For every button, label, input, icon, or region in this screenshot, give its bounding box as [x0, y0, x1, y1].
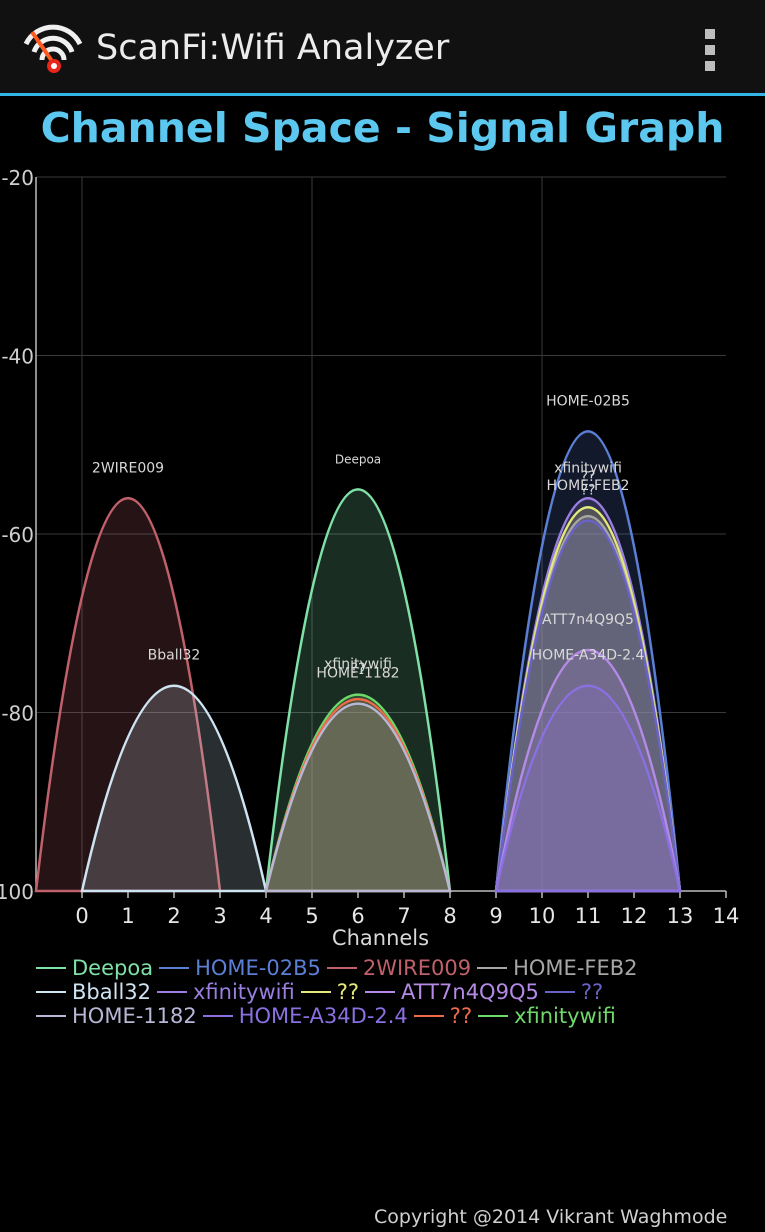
- legend-item: ??: [413, 1004, 473, 1028]
- y-tick-label: -40: [1, 345, 34, 369]
- x-tick-label: 5: [305, 904, 318, 928]
- x-tick-label: 9: [489, 904, 502, 928]
- legend-item: ??: [544, 980, 604, 1004]
- legend-swatch: [159, 967, 190, 969]
- x-tick-label: 10: [529, 904, 556, 928]
- network-label: ??: [351, 661, 366, 677]
- signal-curve: [80, 684, 268, 893]
- signal-curve: [264, 702, 452, 893]
- x-tick-label: 4: [259, 904, 272, 928]
- signal-curve: [494, 684, 682, 893]
- x-tick-label: 0: [75, 904, 88, 928]
- network-label: 2WIRE009: [92, 460, 164, 476]
- legend-label: Bball32: [72, 980, 151, 1004]
- legend-item: xfinitywifi: [478, 1004, 616, 1028]
- y-tick-label: -100: [0, 880, 34, 904]
- legend-swatch: [36, 1015, 66, 1017]
- signal-curve: [494, 649, 682, 893]
- legend-swatch: [157, 991, 187, 993]
- legend-item: ??: [300, 980, 359, 1004]
- legend-item: HOME-02B5: [159, 956, 321, 980]
- y-tick-label: -80: [1, 702, 34, 726]
- y-tick-label: -60: [1, 523, 34, 547]
- x-tick-label: 7: [397, 904, 410, 928]
- legend-label: HOME-1182: [72, 1004, 197, 1028]
- x-tick-label: 8: [443, 904, 456, 928]
- x-tick-label: 6: [351, 904, 364, 928]
- x-tick-label: 11: [575, 904, 602, 928]
- legend-label: xfinitywifi: [193, 980, 295, 1004]
- legend-item: Bball32: [36, 980, 151, 1004]
- network-label: HOME-02B5: [546, 393, 630, 409]
- network-label: ??: [581, 469, 596, 485]
- signal-graph: -20-40-60-80-100012345678910111213142WIR…: [0, 166, 740, 928]
- network-label: xfinitywifi: [324, 657, 392, 673]
- x-axis-title: Channels: [331, 926, 430, 950]
- legend-label: xfinitywifi: [514, 1004, 616, 1028]
- legend-swatch: [326, 967, 357, 969]
- signal-curve: [264, 488, 452, 893]
- copyright-text: Copyright @2014 Vikrant Waghmode: [374, 1206, 728, 1228]
- x-tick-label: 3: [213, 904, 226, 928]
- legend-item: Deepoa: [36, 956, 153, 980]
- legend-swatch: [478, 1015, 509, 1017]
- signal-curve: [494, 430, 682, 893]
- network-label: Deepoa: [335, 452, 381, 466]
- legend-swatch: [300, 991, 331, 993]
- legend-label: ??: [449, 1004, 473, 1028]
- legend-row: Deepoa HOME-02B5 2WIRE009 HOME-FEB2: [36, 952, 756, 980]
- graph-title: Channel Space - Signal Graph: [40, 104, 725, 152]
- network-label: xfinitywifi: [554, 460, 622, 476]
- legend-item: xfinitywifi: [157, 980, 295, 1004]
- x-tick-label: 14: [713, 904, 740, 928]
- app-title: ScanFi:Wifi Analyzer: [96, 28, 450, 68]
- overflow-menu-icon[interactable]: [696, 26, 724, 74]
- legend-label: HOME-02B5: [195, 956, 321, 980]
- legend-label: HOME-FEB2: [513, 956, 638, 980]
- legend-row: HOME-1182 HOME-A34D-2.4?? xfinitywifi: [36, 1000, 756, 1028]
- legend-label: ??: [580, 980, 604, 1004]
- legend-label: 2WIRE009: [362, 956, 472, 980]
- x-tick-label: 2: [167, 904, 180, 928]
- legend-item: HOME-1182: [36, 1004, 197, 1028]
- x-tick-label: 12: [621, 904, 648, 928]
- action-bar: ScanFi:Wifi Analyzer: [0, 0, 765, 96]
- legend-item: 2WIRE009: [326, 956, 472, 980]
- network-label: ??: [581, 483, 596, 499]
- legend-swatch: [413, 1015, 444, 1017]
- x-tick-label: 1: [121, 904, 134, 928]
- legend-swatch: [36, 967, 66, 969]
- network-label: Bball32: [148, 648, 201, 664]
- legend-label: HOME-A34D-2.4: [238, 1004, 408, 1028]
- legend-item: ATT7n4Q9Q5: [365, 980, 539, 1004]
- y-tick-label: -20: [1, 166, 34, 190]
- legend-row: Bball32 xfinitywifi?? ATT7n4Q9Q5??: [36, 976, 756, 1004]
- legend-label: Deepoa: [72, 956, 154, 980]
- network-label: HOME-1182: [316, 666, 399, 682]
- network-label: HOME-FEB2: [547, 478, 630, 494]
- legend-swatch: [365, 991, 395, 993]
- network-label: ATT7n4Q9Q5: [542, 612, 634, 628]
- wifi-scan-icon: [23, 24, 83, 73]
- legend-swatch: [36, 991, 66, 993]
- legend-swatch: [202, 1015, 233, 1017]
- signal-curve: [494, 519, 682, 893]
- legend-label: ATT7n4Q9Q5: [401, 980, 539, 1004]
- signal-curve: [34, 497, 222, 893]
- legend-label: ??: [336, 980, 359, 1004]
- network-label: HOME-A34D-2.4: [532, 648, 645, 664]
- legend-item: HOME-FEB2: [477, 956, 638, 980]
- legend-swatch: [477, 967, 508, 969]
- legend: Deepoa HOME-02B5 2WIRE009 HOME-FEB2 Bball32 x…: [36, 952, 756, 1028]
- legend-item: HOME-A34D-2.4: [202, 1004, 408, 1028]
- x-tick-label: 13: [667, 904, 694, 928]
- legend-swatch: [544, 991, 575, 993]
